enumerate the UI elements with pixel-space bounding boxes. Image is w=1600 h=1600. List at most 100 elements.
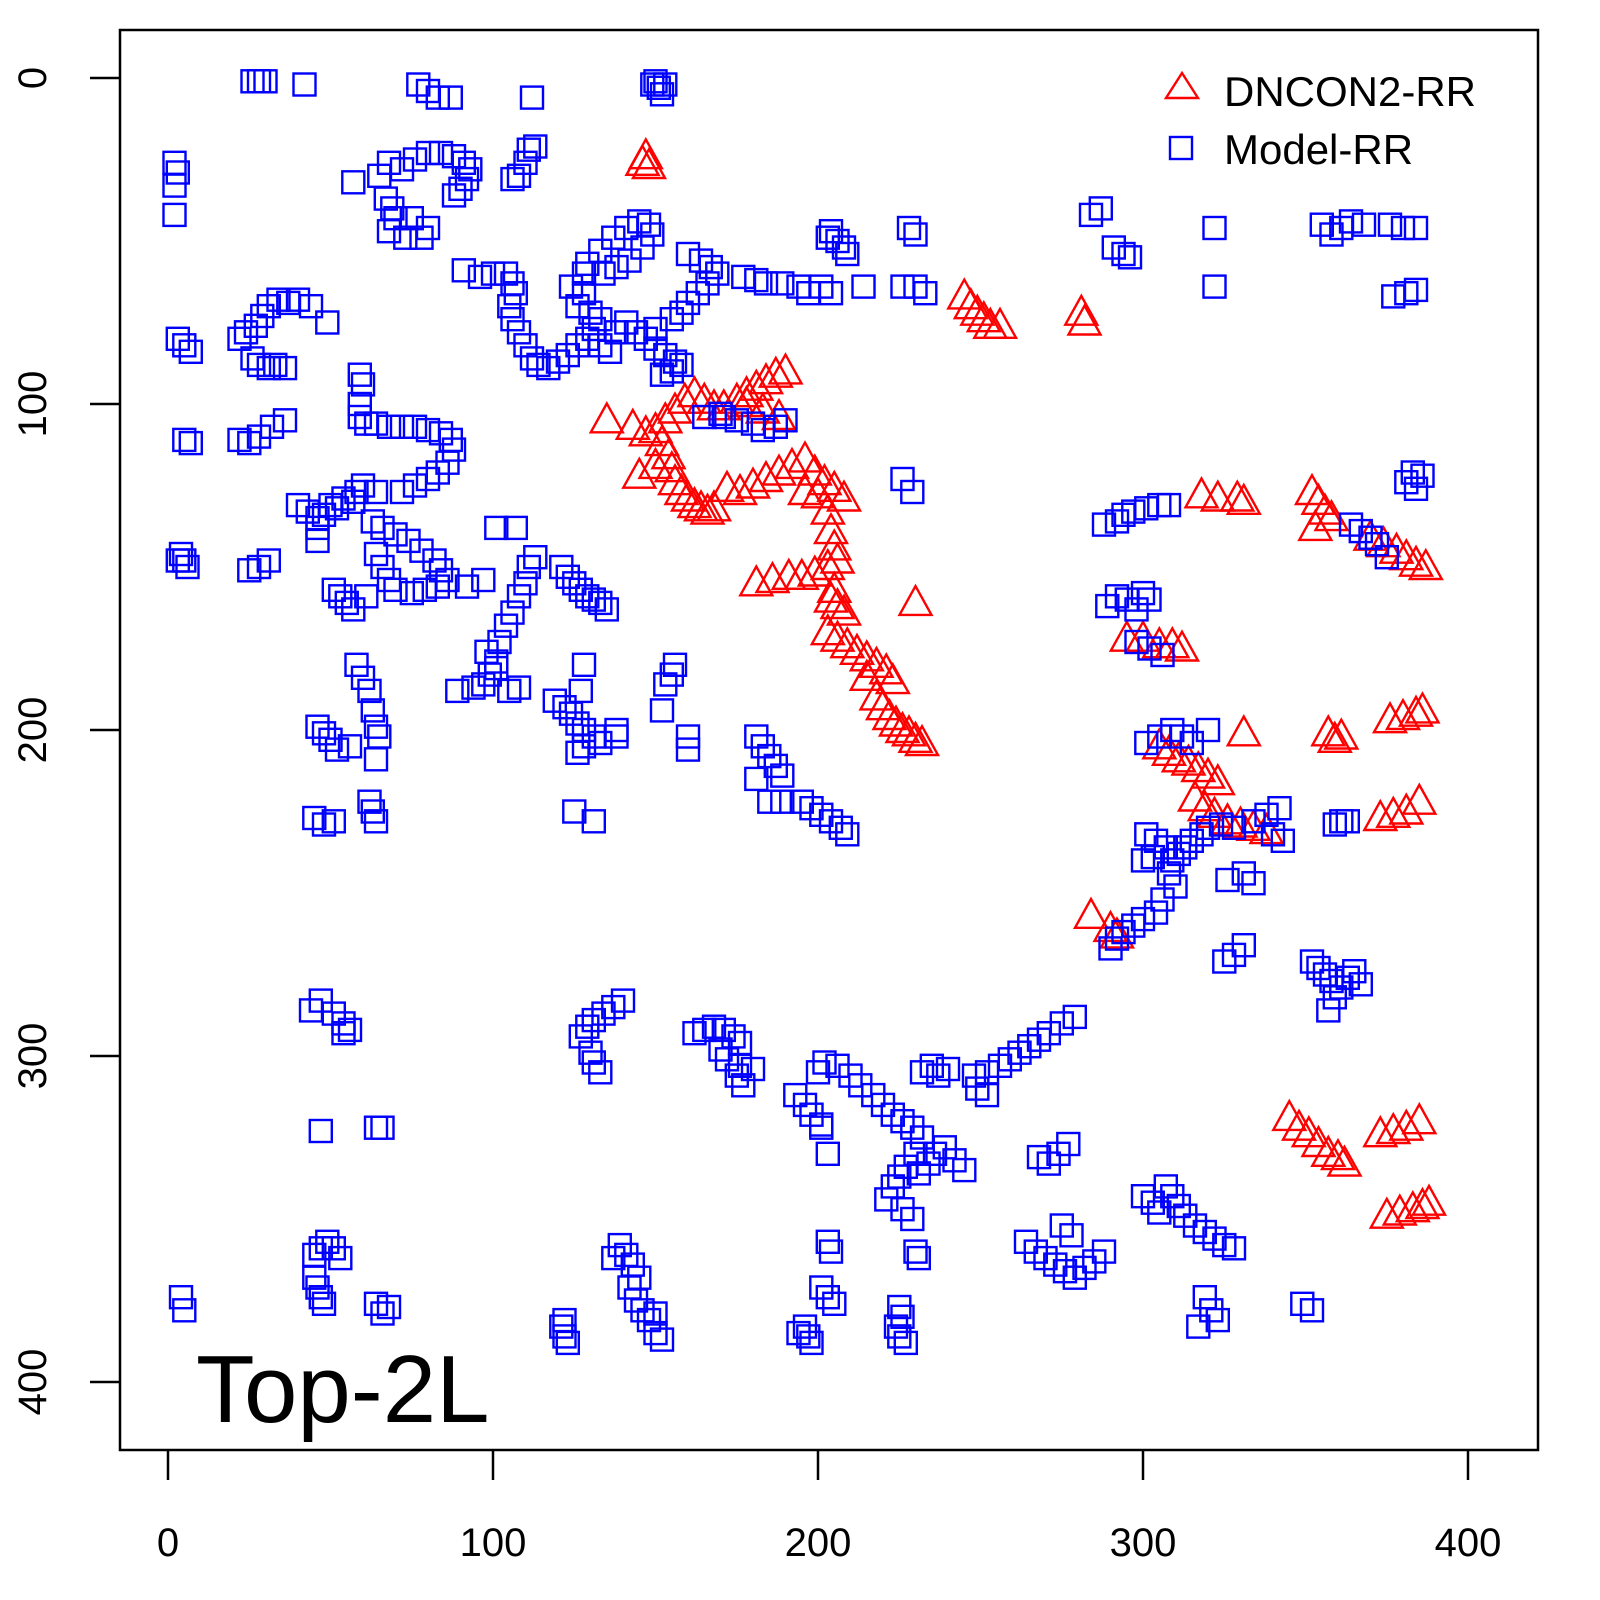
data-point-triangle (1219, 479, 1256, 512)
data-point-square (311, 812, 337, 837)
data-point-square (997, 1047, 1022, 1072)
data-point-triangle (669, 479, 707, 512)
data-point-triangle (981, 306, 1019, 339)
data-point-square (425, 85, 450, 110)
data-point-square (688, 248, 714, 273)
data-point-triangle (825, 479, 863, 512)
data-point-square (448, 176, 473, 202)
data-point-square (893, 1330, 918, 1356)
data-point-square (1186, 1314, 1211, 1339)
data-point-square (838, 1063, 863, 1088)
data-point-square (428, 558, 454, 583)
data-point-square (744, 766, 769, 792)
data-point-square (874, 1187, 899, 1212)
data-point-square (246, 554, 272, 580)
data-point-square (1156, 861, 1182, 886)
data-point-square (451, 150, 476, 176)
data-point-square (1205, 1307, 1231, 1333)
data-point-square (614, 1242, 639, 1268)
data-point-square (575, 584, 600, 609)
data-point-triangle (744, 391, 781, 424)
data-point-triangle (897, 720, 934, 753)
data-point-square (454, 166, 480, 192)
data-point-square (425, 460, 450, 485)
data-point-square (698, 254, 723, 280)
data-point-square (376, 218, 402, 244)
data-point-square (942, 1148, 967, 1173)
legend-dncon2-label: DNCON2-RR (1224, 68, 1476, 115)
data-point-square (513, 571, 538, 596)
data-point-square (617, 248, 642, 273)
data-point-square (1017, 1033, 1042, 1059)
y-tick-label: 200 (11, 697, 55, 764)
data-point-square (341, 170, 366, 195)
data-point-square (363, 1115, 389, 1140)
data-point-square (903, 222, 928, 247)
y-tick-label: 100 (11, 371, 55, 438)
data-point-triangle (656, 391, 694, 424)
data-point-square (1101, 235, 1127, 260)
data-point-square (357, 789, 382, 814)
data-point-triangle (738, 564, 775, 597)
data-point-square (711, 404, 736, 430)
data-point-triangle (666, 381, 703, 414)
data-point-triangle (621, 456, 658, 489)
data-point-square (926, 1063, 951, 1088)
data-point-triangle (747, 361, 785, 395)
data-point-square (653, 342, 678, 368)
data-point-square (1160, 848, 1185, 873)
data-point-square (1043, 1252, 1068, 1277)
data-point-triangle (1401, 1101, 1438, 1135)
data-point-square (415, 466, 441, 492)
data-point-square (399, 580, 424, 606)
data-point-triangle (1397, 544, 1435, 577)
data-point-square (1403, 277, 1429, 303)
data-point-square (519, 346, 545, 371)
data-point-square (1338, 209, 1364, 234)
data-point-square (1111, 241, 1136, 267)
data-point-square (552, 1307, 577, 1333)
data-point-square (636, 1307, 662, 1333)
data-point-square (506, 584, 532, 609)
data-point-square (880, 1102, 905, 1127)
data-point-square (575, 326, 600, 351)
data-point-square (565, 711, 590, 736)
data-point-square (692, 1017, 717, 1043)
data-point-square (659, 359, 684, 384)
data-point-square (711, 1017, 736, 1043)
data-point-square (250, 303, 275, 329)
data-point-triangle (1225, 714, 1262, 747)
data-point-square (402, 414, 428, 439)
data-point-square (900, 1206, 925, 1232)
data-point-square (818, 1239, 844, 1264)
data-point-square (1351, 212, 1377, 237)
data-point-triangle (877, 704, 915, 737)
data-point-square (370, 1301, 395, 1326)
data-point-square (1306, 955, 1331, 981)
data-point-square (890, 1304, 915, 1330)
data-point-square (1202, 274, 1227, 299)
data-point-square (240, 69, 265, 94)
data-point-square (815, 225, 840, 250)
data-point-triangle (770, 557, 807, 590)
legend-model-label: Model-RR (1224, 126, 1413, 173)
data-point-triangle (1189, 756, 1227, 789)
data-point-square (562, 571, 587, 596)
data-point-square (536, 355, 561, 381)
series-dncon2-rr (588, 136, 1448, 1229)
data-point-square (815, 1141, 840, 1167)
data-point-square (1322, 812, 1348, 837)
axis-layer: 0 100 200 300 400 0 100 200 300 400 (11, 67, 1501, 1565)
data-point-square (1299, 1298, 1325, 1323)
data-point-square (1153, 835, 1179, 860)
data-point-triangle (819, 541, 856, 574)
data-point-square (376, 1294, 402, 1320)
data-point-square (487, 629, 512, 655)
data-point-triangle (728, 384, 765, 418)
data-point-triangle (838, 632, 876, 665)
data-point-square (334, 590, 359, 616)
y-tick-label: 400 (11, 1349, 55, 1416)
data-point-square (1062, 1004, 1088, 1030)
data-point-square (246, 69, 272, 94)
data-point-square (1192, 1284, 1218, 1310)
